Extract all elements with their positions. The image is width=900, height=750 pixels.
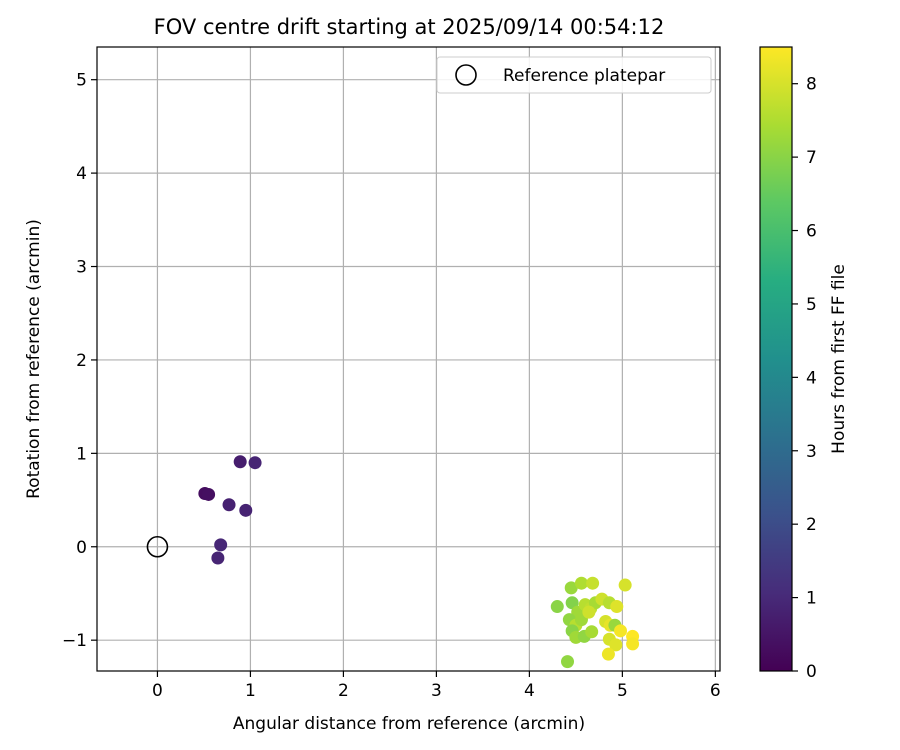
colorbar-tick-label: 4 [806,368,817,388]
x-tick-label: 0 [152,681,163,701]
colorbar-tick-label: 7 [806,148,817,168]
scatter-point [248,456,262,470]
scatter-point [574,576,588,590]
y-axis-ticks: −1 0 1 2 3 4 5 [62,71,97,651]
scatter-point [239,503,253,517]
reference-platepar-marker [146,535,169,558]
legend-marker [455,64,477,86]
scatter-point [233,455,247,469]
scatter-point [626,637,640,651]
x-tick-label: 4 [524,681,535,701]
y-tick-label: 4 [76,164,87,184]
colorbar-tick-label: 5 [806,295,817,315]
x-axis-ticks: 0 1 2 3 4 5 6 [152,671,721,701]
scatter-point [609,638,623,652]
colorbar-tick-label: 8 [806,75,817,95]
colorbar-ticks: 0 1 2 3 4 5 6 7 8 [792,75,817,682]
x-tick-label: 2 [338,681,349,701]
colorbar [759,46,793,672]
x-tick-label: 1 [245,681,256,701]
y-tick-label: 3 [76,258,87,278]
y-tick-label: 5 [76,71,87,91]
colorbar-label: Hours from first FF file [829,264,849,454]
scatter-point [601,647,615,661]
x-tick-label: 3 [431,681,442,701]
y-tick-label: 1 [76,444,87,464]
legend-label: Reference platepar [503,66,665,86]
scatter-point [614,624,628,638]
colorbar-tick-label: 0 [806,662,817,682]
colorbar-tick-label: 2 [806,515,817,535]
y-axis-label: Rotation from reference (arcmin) [24,219,44,499]
colorbar-tick-label: 3 [806,442,817,462]
colorbar-tick-label: 1 [806,589,817,609]
scatter-point [585,625,599,639]
scatter-point [564,581,578,595]
y-tick-label: −1 [62,631,87,651]
x-tick-label: 5 [617,681,628,701]
legend-box [436,56,712,94]
y-tick-label: 0 [76,538,87,558]
scatter-point [202,487,216,501]
scatter-point [586,576,600,590]
scatter-point [582,605,596,619]
x-tick-label: 6 [710,681,721,701]
scatter-point [211,551,225,565]
scatter-point [550,600,564,614]
chart-title: FOV centre drift starting at 2025/09/14 … [154,15,665,39]
x-axis-label: Angular distance from reference (arcmin) [233,714,585,734]
scatter-point [214,538,228,552]
scatter-series [198,455,640,669]
colorbar-tick-label: 6 [806,222,817,242]
legend: Reference platepar [436,56,712,94]
scatter-point [561,655,575,669]
y-tick-label: 2 [76,351,87,371]
scatter-point [610,600,624,614]
scatter-point [222,498,236,512]
scatter-point [565,596,579,610]
plot-frame [96,46,721,672]
grid [97,47,720,671]
scatter-point [618,578,632,592]
